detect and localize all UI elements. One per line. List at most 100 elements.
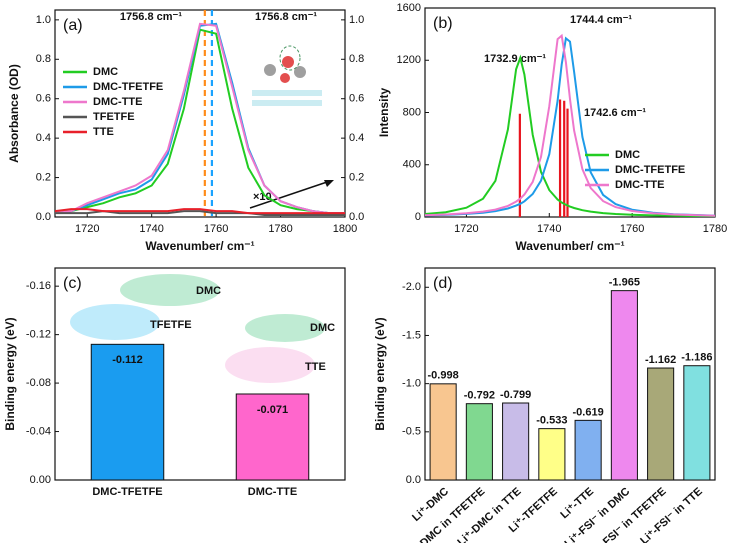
panel-label: (a): [63, 17, 83, 34]
annotation: 1742.6 cm⁻¹: [584, 107, 646, 119]
y-axis-label: Absorbance (OD): [7, 64, 21, 163]
x-tick-label: 1740: [537, 223, 561, 235]
y-tick-label: 1.0: [36, 14, 51, 26]
x-tick-label: 1760: [620, 223, 644, 235]
molecule: [252, 45, 322, 106]
x-tick-label: 1720: [454, 223, 478, 235]
y-tick-label: 1200: [397, 54, 421, 66]
y-tick-label: 0.8: [36, 53, 51, 65]
annotation: DMC: [196, 285, 221, 297]
y-tick-label: -0.5: [402, 426, 421, 438]
value-label: -0.792: [464, 390, 495, 402]
x-tick-label: 1800: [333, 223, 357, 235]
annotation: TTE: [305, 361, 326, 373]
bar: [429, 383, 457, 481]
molecule-halo: [70, 304, 160, 340]
arrow: [249, 180, 331, 209]
value-label: -0.071: [257, 404, 288, 416]
y-tick-label: 0.0: [406, 474, 421, 486]
plot-area: [425, 33, 715, 217]
y-tick-label: -1.0: [402, 378, 421, 390]
annotation: TFETFE: [150, 319, 192, 331]
y-tick-label: -0.04: [26, 425, 51, 437]
bar: [610, 290, 638, 481]
plot-frame: [424, 7, 716, 218]
y2-tick-label: 0.6: [349, 93, 364, 105]
x-tick-label: 1720: [75, 223, 99, 235]
y-tick-label: -0.16: [26, 280, 51, 292]
annotation: 1756.8 cm⁻¹: [255, 11, 317, 23]
value-label: -0.112: [112, 354, 143, 366]
value-label: -0.619: [573, 406, 604, 418]
arrow-head: [324, 180, 334, 187]
y-axis-label: Binding energy (eV): [373, 317, 387, 430]
x-tick-label: 1740: [139, 223, 163, 235]
value-label: -0.533: [536, 415, 567, 427]
legend-label: DMC-TFETFE: [615, 164, 685, 176]
value-label: -0.998: [428, 370, 459, 382]
legend-label: DMC-TTE: [615, 179, 665, 191]
legend-label: TFETFE: [93, 111, 135, 123]
legend-label: TTE: [93, 126, 114, 138]
y-tick-label: 0.00: [30, 474, 51, 486]
molecule-halo: [225, 347, 315, 383]
series-line: [425, 54, 715, 217]
y2-tick-label: 0.2: [349, 171, 364, 183]
x-tick-label: 1780: [268, 223, 292, 235]
series-line: [425, 33, 715, 217]
y2-tick-label: 0.8: [349, 53, 364, 65]
legend-label: DMC: [615, 149, 640, 161]
y-tick-label: 0: [415, 211, 421, 223]
y-tick-label: -0.08: [26, 377, 51, 389]
y-tick-label: -0.12: [26, 329, 51, 341]
value-label: -1.162: [645, 354, 676, 366]
bar: [90, 343, 165, 481]
panel-label: (c): [63, 275, 82, 292]
bar: [502, 402, 530, 481]
y-tick-label: 0.2: [36, 171, 51, 183]
x-tick-label: DMC-TTE: [248, 486, 298, 498]
bar: [465, 403, 493, 481]
bar: [574, 419, 602, 481]
series-line: [55, 208, 345, 215]
y-tick-label: 0.0: [36, 211, 51, 223]
x-axis-label: Wavenumber/ cm⁻¹: [515, 239, 624, 253]
y-tick-label: 800: [403, 106, 421, 118]
x-tick-label: Li⁺-FSI⁻ in TTE: [638, 485, 705, 543]
molecule-halo: [245, 314, 325, 342]
plot-frame: [54, 267, 346, 481]
plot-area: [55, 10, 345, 217]
value-label: -1.186: [681, 352, 712, 364]
decorations: [70, 45, 334, 383]
x-tick-label: DMC-TFETFE: [92, 486, 162, 498]
bar: [647, 367, 675, 481]
legend-label: DMC-TFETFE: [93, 81, 163, 93]
y-tick-label: 0.4: [36, 132, 51, 144]
molecule-halo: [120, 274, 220, 306]
x-tick-label: 1780: [703, 223, 727, 235]
y-axis-label: Intensity: [377, 88, 391, 138]
x-tick-label: 1760: [204, 223, 228, 235]
annotation: 1732.9 cm⁻¹: [484, 53, 546, 65]
legend-label: DMC-TTE: [93, 96, 143, 108]
bar: [538, 428, 566, 481]
annotation: DMC: [310, 322, 335, 334]
panel-label: (d): [433, 275, 453, 292]
plot-frame: [424, 267, 716, 481]
y-axis-label: Binding energy (eV): [3, 317, 17, 430]
annotation: 1756.8 cm⁻¹: [120, 11, 182, 23]
plot-frame: [54, 9, 346, 218]
x-axis-label: Wavenumber/ cm⁻¹: [145, 239, 254, 253]
y-tick-label: 400: [403, 159, 421, 171]
value-label: -1.965: [609, 277, 640, 289]
bar: [683, 365, 711, 481]
series-line: [55, 22, 345, 215]
y2-tick-label: 1.0: [349, 14, 364, 26]
y2-tick-label: 0.4: [349, 132, 364, 144]
panel-label: (b): [433, 15, 453, 32]
y-tick-label: -1.5: [402, 329, 421, 341]
annotation: 1744.4 cm⁻¹: [570, 14, 632, 26]
value-label: -0.799: [500, 389, 531, 401]
